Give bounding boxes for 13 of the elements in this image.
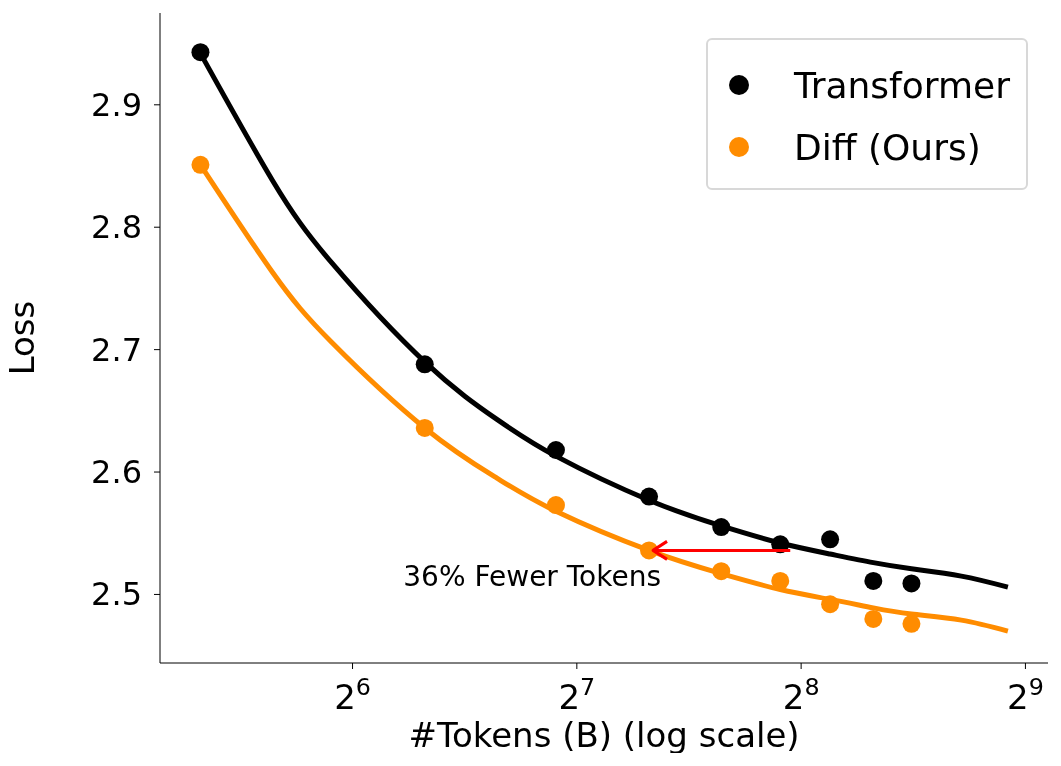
y-axis-title: Loss <box>2 300 43 376</box>
y-tick-label: 2.6 <box>91 453 142 492</box>
y-tick-label: 2.8 <box>91 208 142 247</box>
y-tick-label: 2.5 <box>91 575 142 614</box>
annotation: 36% Fewer Tokens <box>403 560 662 594</box>
y-tick-label: 2.7 <box>91 330 142 369</box>
x-tick-label: 2$^{7}$ <box>558 673 596 717</box>
x-tick-label: 2$^{9}$ <box>1007 673 1044 717</box>
y-tick-label: 2.9 <box>91 85 142 124</box>
legend-label: Transformer <box>793 64 1010 106</box>
legend-label: Diff (Ours) <box>793 126 981 168</box>
x-tick-label: 2$^{6}$ <box>334 673 371 717</box>
x-tick-label: 2$^{8}$ <box>782 673 820 717</box>
